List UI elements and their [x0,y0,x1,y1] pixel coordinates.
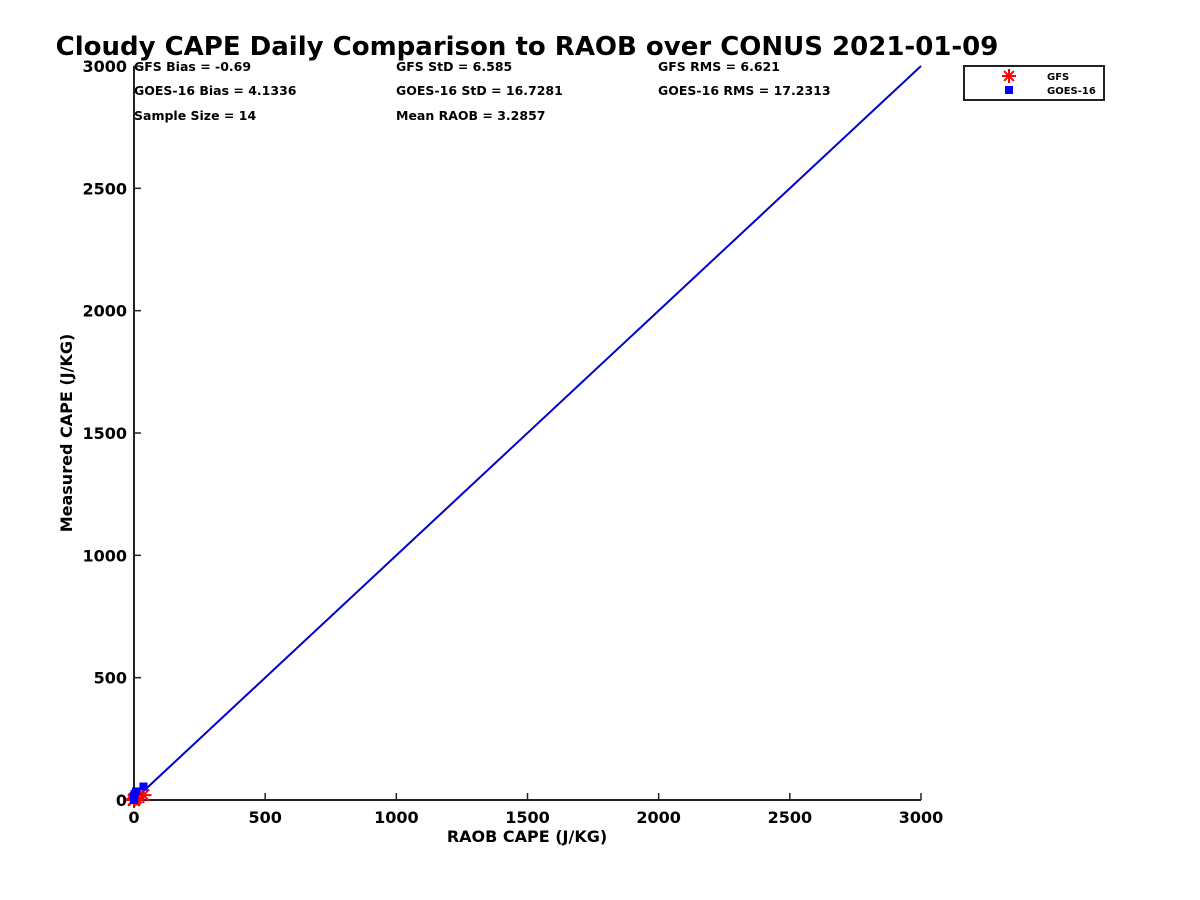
stat-text: GFS StD = 6.585 [396,59,512,74]
y-tick-label: 3000 [82,57,127,76]
y-tick-label: 1000 [82,546,127,565]
data-points [126,782,152,808]
stat-text: Mean RAOB = 3.2857 [396,108,545,123]
stat-text: GFS Bias = -0.69 [134,59,251,74]
stat-text: GFS RMS = 6.621 [658,59,780,74]
one-to-one-reference-line [133,65,922,801]
x-tick-label: 2000 [636,808,681,827]
goes16-point [132,787,141,796]
x-ticks: 0 500 1000 1500 2000 2500 3000 [128,793,943,827]
x-tick-label: 0 [128,808,139,827]
legend-box [963,65,1105,101]
x-tick-label: 1000 [374,808,419,827]
stat-text: Sample Size = 14 [134,108,256,123]
x-tick-label: 500 [248,808,281,827]
x-axis-label: RAOB CAPE (J/KG) [447,827,607,846]
stat-text: GOES-16 Bias = 4.1336 [134,83,297,98]
plot-area: 0 500 1000 1500 2000 2500 3000 0 500 1000 1500 200… [82,57,943,827]
goes16-point [139,782,148,791]
y-tick-label: 500 [94,669,127,688]
stat-text: GOES-16 StD = 16.7281 [396,83,563,98]
x-tick-label: 3000 [899,808,944,827]
legend-marker-goes16 [1005,86,1013,94]
x-tick-label: 2500 [768,808,813,827]
y-axis-label: Measured CAPE (J/KG) [57,334,76,533]
y-tick-label: 2500 [82,179,127,198]
x-tick-label: 1500 [505,808,550,827]
y-tick-label: 2000 [82,302,127,321]
legend-marker-gfs [1002,69,1016,83]
stat-text: GOES-16 RMS = 17.2313 [658,83,831,98]
y-ticks: 0 500 1000 1500 2000 2500 3000 [82,57,141,810]
y-tick-label: 1500 [82,424,127,443]
stats-block: GFS Bias = -0.69 GFS StD = 6.585 GFS RMS =… [134,59,831,123]
y-tick-label: 0 [116,791,127,810]
legend: GFS GOES-16 [963,65,1105,101]
chart-title: Cloudy CAPE Daily Comparison to RAOB ove… [56,32,999,62]
legend-label: GOES-16 [1047,86,1096,97]
legend-label: GFS [1047,72,1069,83]
